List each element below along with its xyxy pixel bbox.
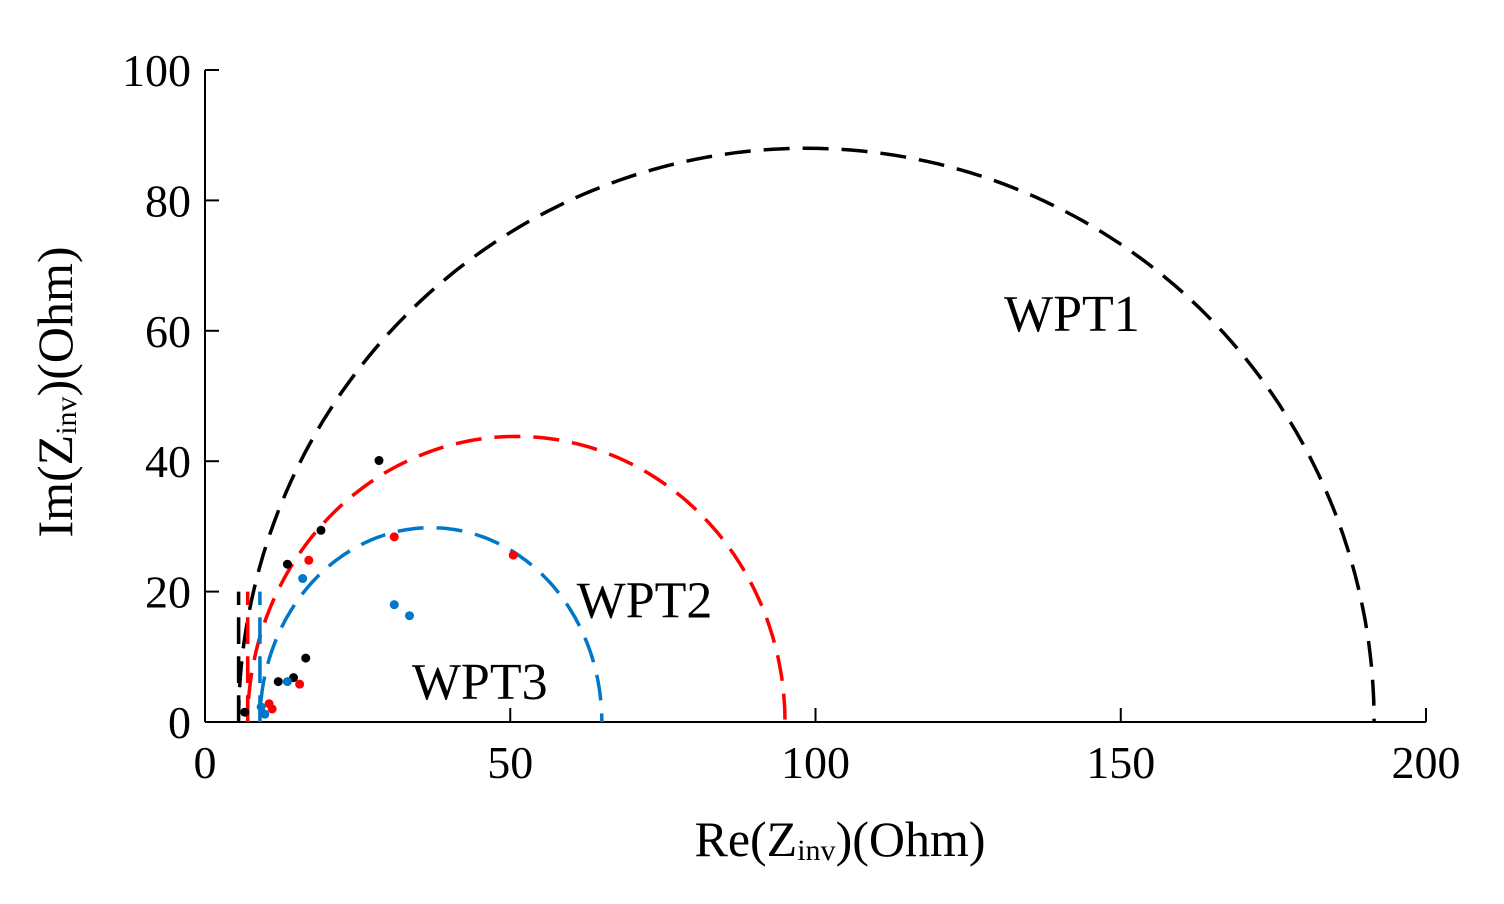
curve-wpt1 [236, 146, 1376, 723]
annotation-wpt1: WPT1 [1004, 286, 1140, 343]
data-point-wpt3 [298, 574, 308, 584]
data-point-wpt2 [295, 679, 305, 689]
annotations: WPT1 WPT2 WPT3 [412, 286, 1140, 711]
x-tick-label: 50 [487, 737, 533, 788]
x-axis-title: Re(Zinv)(Ohm) [694, 811, 985, 867]
y-tick-label: 0 [168, 697, 191, 748]
data-points [240, 456, 518, 719]
data-point-wpt2 [304, 555, 314, 565]
data-point-wpt3 [282, 677, 292, 687]
x-tick-label: 0 [194, 737, 217, 788]
x-tick-label: 200 [1392, 737, 1461, 788]
data-point-wpt1 [273, 677, 283, 687]
x-tick-label: 150 [1086, 737, 1155, 788]
x-tick-label: 100 [781, 737, 850, 788]
data-point-wpt3 [389, 600, 399, 610]
data-point-wpt3 [260, 709, 270, 719]
y-tick-label: 100 [122, 45, 191, 96]
curve-wpt2 [245, 434, 787, 723]
data-point-wpt2 [267, 704, 277, 714]
y-axis-title: Im(Zinv)(Ohm) [27, 246, 83, 537]
axes: 0 50 100 150 200 0 20 40 60 80 100 [122, 45, 1461, 788]
y-tick-label: 60 [145, 306, 191, 357]
annotation-wpt2: WPT2 [577, 573, 713, 630]
curve-wpt3 [258, 525, 604, 722]
data-point-wpt1 [240, 707, 250, 717]
curves [236, 146, 1376, 723]
data-point-wpt3 [405, 611, 415, 621]
data-point-wpt1 [301, 653, 311, 663]
data-point-wpt2 [389, 532, 399, 542]
y-tick-label: 80 [145, 175, 191, 226]
data-point-wpt1 [282, 559, 292, 569]
data-point-wpt2 [508, 550, 518, 560]
data-point-wpt1 [316, 525, 326, 535]
data-point-wpt1 [374, 456, 384, 466]
data-point-wpt3 [256, 702, 266, 712]
annotation-wpt3: WPT3 [412, 654, 548, 711]
y-tick-label: 20 [145, 567, 191, 618]
y-tick-label: 40 [145, 436, 191, 487]
